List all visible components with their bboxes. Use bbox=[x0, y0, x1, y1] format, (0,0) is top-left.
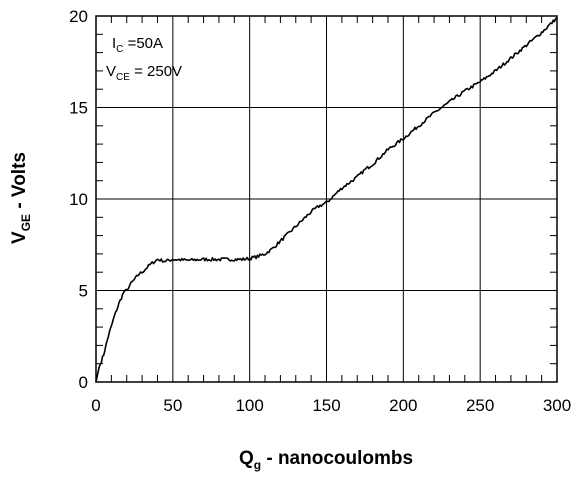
gate-voltage-curve bbox=[95, 17, 558, 383]
y-tick-label: 15 bbox=[69, 99, 88, 118]
x-tick-label: 250 bbox=[466, 396, 494, 415]
x-tick-label: 0 bbox=[91, 396, 100, 415]
annotation-vce-sub: CE bbox=[116, 72, 130, 83]
x-tick-label: 150 bbox=[312, 396, 340, 415]
x-tick-label: 100 bbox=[235, 396, 263, 415]
y-axis-title-suffix: - Volts bbox=[9, 152, 30, 214]
x-axis-title: Qg - nanocoulombs bbox=[239, 448, 413, 472]
y-tick-labels: 0 5 10 15 20 bbox=[69, 7, 88, 392]
y-tick-label: 20 bbox=[69, 7, 88, 26]
minor-ticks bbox=[96, 16, 557, 382]
y-axis-title-sub: GE bbox=[19, 214, 33, 231]
y-tick-label: 5 bbox=[79, 282, 88, 301]
x-axis-title-main: Q bbox=[239, 448, 254, 469]
y-axis-title: VGE - Volts bbox=[9, 152, 33, 244]
x-tick-labels: 0 50 100 150 200 250 300 bbox=[91, 396, 571, 415]
annotation-vce-main: V bbox=[106, 63, 116, 80]
x-tick-label: 50 bbox=[163, 396, 182, 415]
x-tick-label: 300 bbox=[543, 396, 571, 415]
y-axis-title-main: V bbox=[9, 231, 30, 244]
x-axis-title-suffix: - nanocoulombs bbox=[261, 448, 413, 469]
plot-frame bbox=[95, 15, 558, 383]
annotation-ic: IC =50A bbox=[112, 35, 163, 55]
y-tick-label: 10 bbox=[69, 190, 88, 209]
annotation-vce: VCE = 250V bbox=[106, 63, 182, 83]
x-tick-label: 200 bbox=[389, 396, 417, 415]
x-axis-title-sub: g bbox=[254, 458, 261, 472]
annotation-ic-sub: C bbox=[116, 44, 123, 55]
y-tick-label: 0 bbox=[79, 373, 88, 392]
annotation-ic-rest: =50A bbox=[123, 35, 163, 52]
annotation-ic-main: I bbox=[112, 35, 116, 52]
annotation-vce-rest: = 250V bbox=[130, 63, 182, 80]
